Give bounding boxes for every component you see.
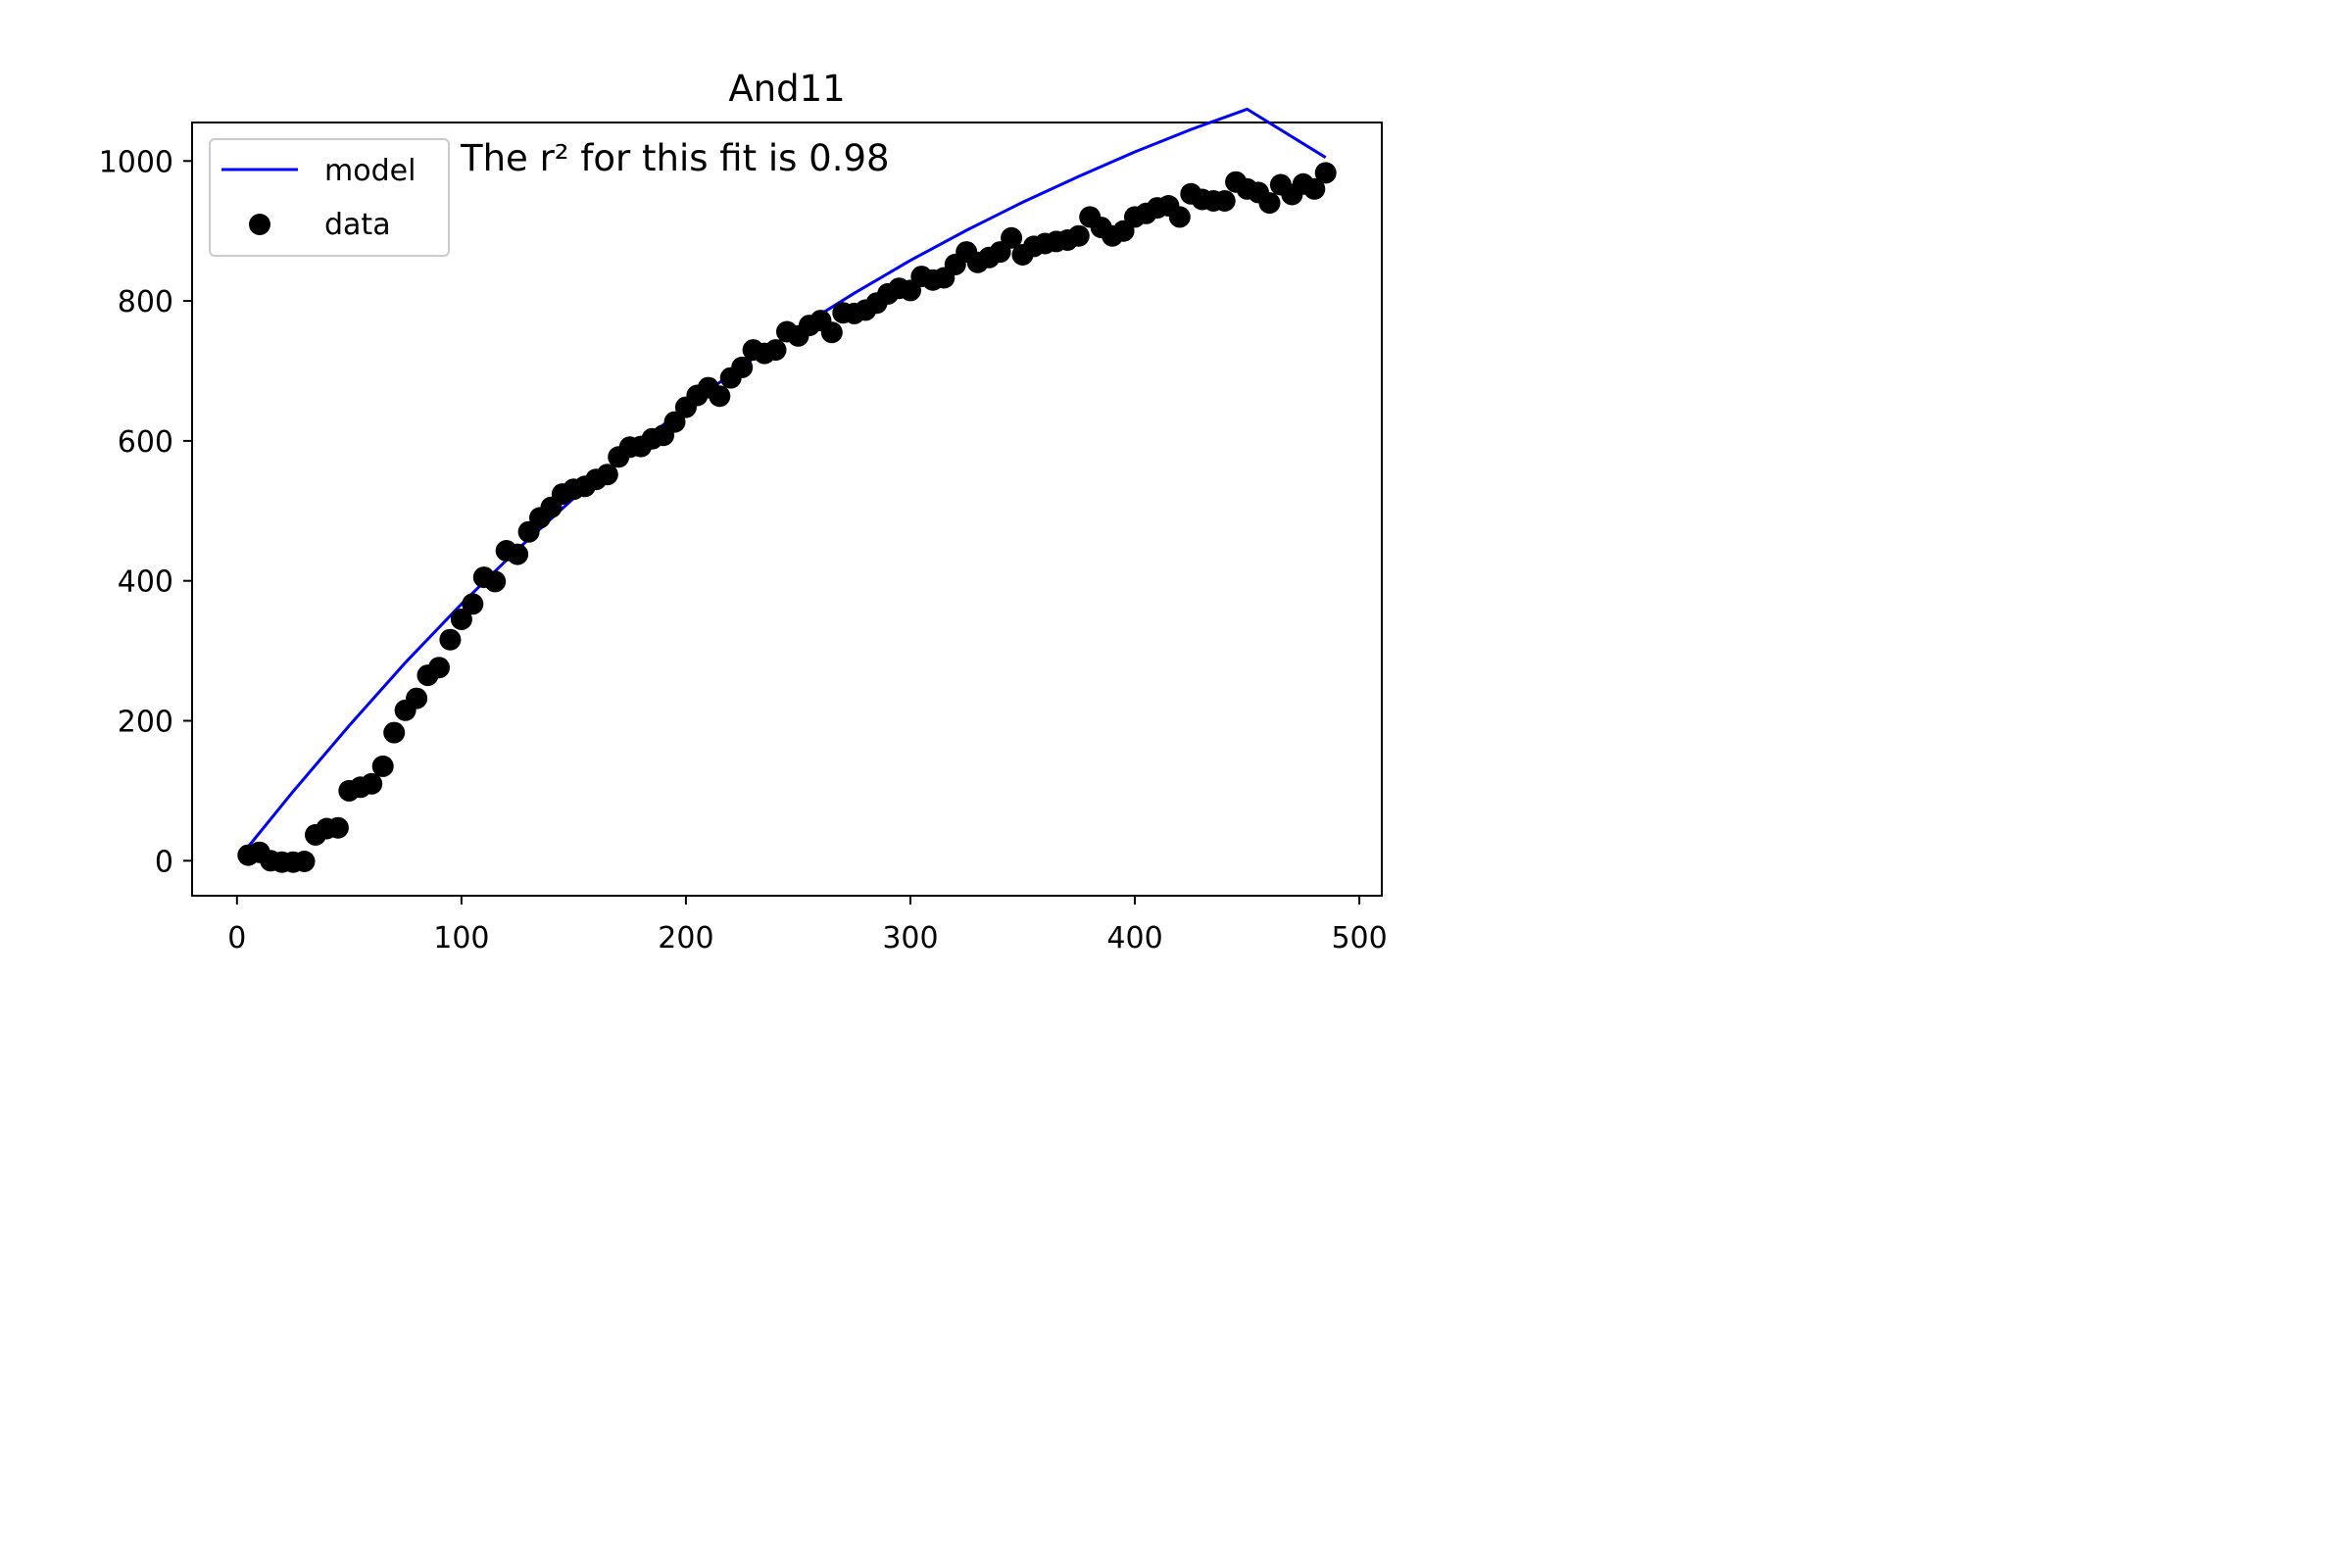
legend-data-swatch: [249, 214, 270, 235]
plot-area: 0 100 200 300 400 500 0 200 400 600 800 1000 The r…: [99, 107, 1388, 956]
data-point: [326, 816, 349, 839]
data-point: [1258, 192, 1281, 215]
x-tick-label: 500: [1331, 921, 1387, 956]
data-point: [428, 657, 450, 679]
fit-annotation: The r² for this fit is 0.98: [460, 137, 890, 179]
data-point: [596, 464, 618, 486]
plot-frame: [191, 122, 1383, 897]
x-tick-label: 100: [433, 921, 489, 956]
y-tick-label: 600: [118, 425, 173, 460]
y-axis-ticks: 0 200 400 600 800 1000: [99, 145, 192, 879]
data-point: [731, 356, 754, 378]
data-point: [484, 570, 507, 593]
legend-data-label: data: [324, 208, 391, 242]
data-points: [237, 162, 1337, 873]
y-tick-label: 0: [155, 845, 173, 879]
data-point: [1001, 226, 1023, 249]
y-tick-label: 800: [118, 285, 173, 319]
data-point: [450, 609, 472, 630]
data-point: [383, 721, 406, 744]
data-point: [1168, 206, 1191, 228]
chart-title: And11: [728, 68, 845, 110]
x-tick-label: 300: [882, 921, 938, 956]
data-point: [462, 593, 484, 615]
x-tick-label: 0: [227, 921, 246, 956]
data-point: [1303, 177, 1326, 200]
data-point: [1067, 224, 1090, 247]
data-point: [371, 755, 394, 777]
data-point: [709, 385, 731, 408]
data-point: [663, 411, 686, 433]
data-point: [1213, 190, 1236, 212]
data-point: [507, 543, 529, 565]
x-tick-label: 200: [658, 921, 713, 956]
y-tick-label: 1000: [99, 145, 173, 179]
y-tick-label: 400: [118, 565, 173, 600]
data-point: [439, 628, 462, 651]
x-axis-ticks: 0 100 200 300 400 500: [227, 896, 1388, 956]
chart-canvas: And11 0 100 200 300 400 500 0 200 400 600 800 1000…: [0, 0, 1512, 1019]
x-tick-label: 400: [1106, 921, 1162, 956]
legend: model data: [209, 138, 450, 257]
legend-model-label: model: [324, 154, 416, 188]
y-tick-label: 200: [118, 705, 173, 739]
data-point: [406, 687, 428, 710]
data-point: [764, 339, 787, 362]
data-point: [293, 851, 316, 872]
data-point: [1314, 162, 1337, 184]
data-point: [361, 772, 383, 795]
data-point: [820, 321, 843, 344]
